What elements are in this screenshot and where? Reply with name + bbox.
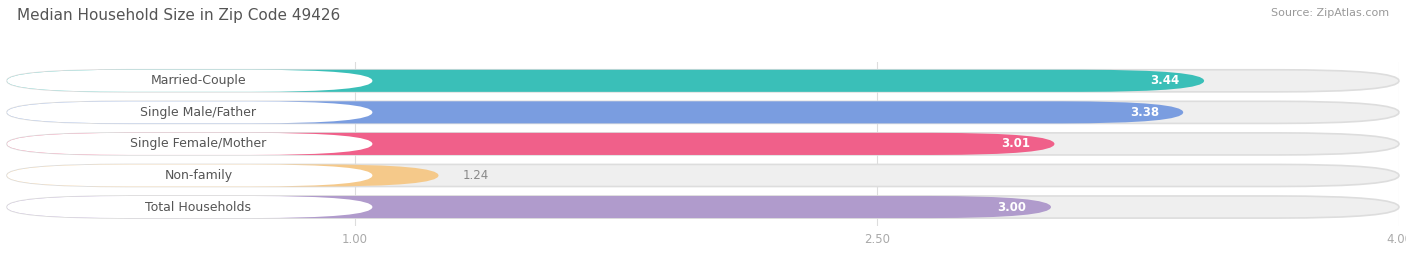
Text: Single Male/Father: Single Male/Father — [141, 106, 256, 119]
FancyBboxPatch shape — [7, 164, 1399, 186]
FancyBboxPatch shape — [7, 196, 1399, 218]
Text: Source: ZipAtlas.com: Source: ZipAtlas.com — [1271, 8, 1389, 18]
Text: Median Household Size in Zip Code 49426: Median Household Size in Zip Code 49426 — [17, 8, 340, 23]
FancyBboxPatch shape — [7, 133, 373, 155]
Text: 3.01: 3.01 — [1001, 137, 1031, 150]
FancyBboxPatch shape — [7, 101, 1399, 123]
FancyBboxPatch shape — [7, 164, 373, 186]
Text: Non-family: Non-family — [165, 169, 232, 182]
FancyBboxPatch shape — [7, 196, 1050, 218]
FancyBboxPatch shape — [7, 70, 1399, 92]
Text: 3.38: 3.38 — [1130, 106, 1159, 119]
FancyBboxPatch shape — [7, 101, 1184, 123]
Text: 1.24: 1.24 — [463, 169, 489, 182]
Text: Single Female/Mother: Single Female/Mother — [131, 137, 267, 150]
Text: Total Households: Total Households — [145, 200, 252, 214]
FancyBboxPatch shape — [7, 133, 1399, 155]
Text: 3.44: 3.44 — [1150, 74, 1180, 87]
FancyBboxPatch shape — [7, 196, 373, 218]
FancyBboxPatch shape — [7, 70, 1204, 92]
Text: 3.00: 3.00 — [998, 200, 1026, 214]
FancyBboxPatch shape — [7, 133, 1054, 155]
FancyBboxPatch shape — [7, 101, 373, 123]
FancyBboxPatch shape — [7, 164, 439, 186]
FancyBboxPatch shape — [7, 70, 373, 92]
Text: Married-Couple: Married-Couple — [150, 74, 246, 87]
